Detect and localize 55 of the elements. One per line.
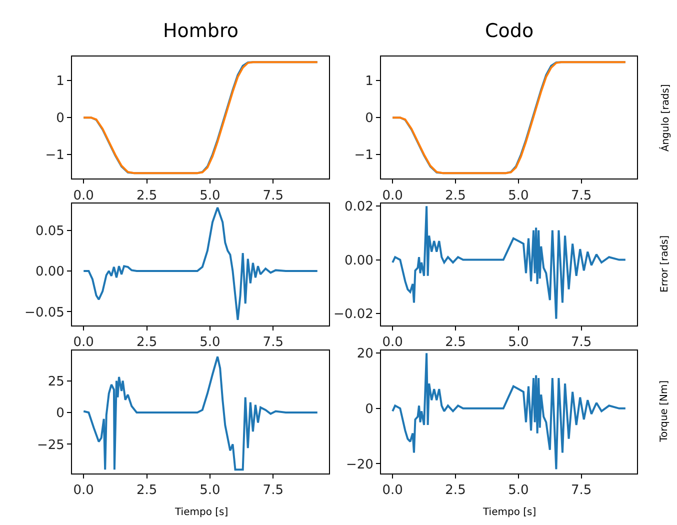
line-series [82, 61, 318, 174]
y-tick-label: 0 [365, 111, 374, 126]
y-tick-label: −1 [354, 148, 374, 164]
x-tick-label: 2.5 [445, 335, 466, 350]
y-tick-label: 0.05 [35, 224, 64, 239]
x-tick-label: 5.0 [200, 188, 220, 204]
x-axis-title: Tiempo [s] [174, 507, 228, 518]
line-series [392, 352, 626, 470]
y-tick-label: −20 [346, 457, 374, 472]
chart-title: Hombro [163, 20, 238, 42]
y-tick-label: 1 [56, 74, 64, 90]
line-series [82, 356, 318, 471]
line-series [392, 61, 626, 174]
x-tick-label: 0.0 [73, 188, 94, 204]
x-tick-label: 2.5 [445, 188, 466, 204]
x-tick-label: 5.0 [200, 335, 220, 350]
x-tick-label: 2.5 [136, 188, 158, 204]
y-tick-label: 1 [365, 74, 374, 90]
y-tick-label: −1 [45, 148, 64, 164]
x-tick-label: 7.5 [571, 335, 592, 350]
x-tick-label: 5.0 [200, 482, 220, 498]
x-tick-label: 2.5 [445, 482, 466, 498]
x-tick-label: 5.0 [508, 188, 529, 204]
x-tick-label: 0.0 [382, 482, 403, 498]
x-tick-label: 7.5 [262, 188, 284, 204]
x-tick-label: 2.5 [136, 482, 158, 498]
y-axis-title: Error [rads] [660, 235, 670, 292]
x-tick-label: 7.5 [262, 482, 284, 498]
y-tick-label: 20 [356, 346, 374, 362]
x-tick-label: 5.0 [508, 482, 529, 498]
chart-title: Codo [485, 20, 534, 42]
line-series [392, 205, 626, 320]
y-axis-title: Ángulo [rads] [658, 84, 672, 152]
y-tick-label: 0.00 [35, 264, 64, 280]
x-tick-label: 2.5 [136, 335, 158, 350]
y-tick-label: 0.02 [344, 200, 374, 215]
y-tick-label: 0 [56, 111, 64, 126]
x-tick-label: 7.5 [571, 482, 592, 498]
y-tick-label: 0 [56, 406, 64, 422]
line-series [82, 206, 318, 321]
x-tick-label: 0.0 [73, 335, 94, 350]
x-tick-label: 5.0 [508, 335, 529, 350]
y-tick-label: 0.00 [344, 253, 374, 268]
y-axis-title: Torque [Nm] [659, 380, 670, 443]
x-tick-label: 7.5 [262, 335, 284, 350]
y-tick-label: 25 [48, 374, 64, 390]
y-tick-label: −25 [36, 438, 64, 453]
x-tick-label: 0.0 [382, 188, 403, 204]
y-tick-label: −0.02 [334, 307, 374, 322]
y-tick-label: −0.05 [24, 305, 64, 320]
x-tick-label: 0.0 [73, 482, 94, 498]
y-tick-label: 0 [365, 402, 374, 417]
x-tick-label: 0.0 [382, 335, 403, 350]
x-axis-title: Tiempo [s] [482, 507, 536, 518]
x-tick-label: 7.5 [571, 188, 592, 204]
